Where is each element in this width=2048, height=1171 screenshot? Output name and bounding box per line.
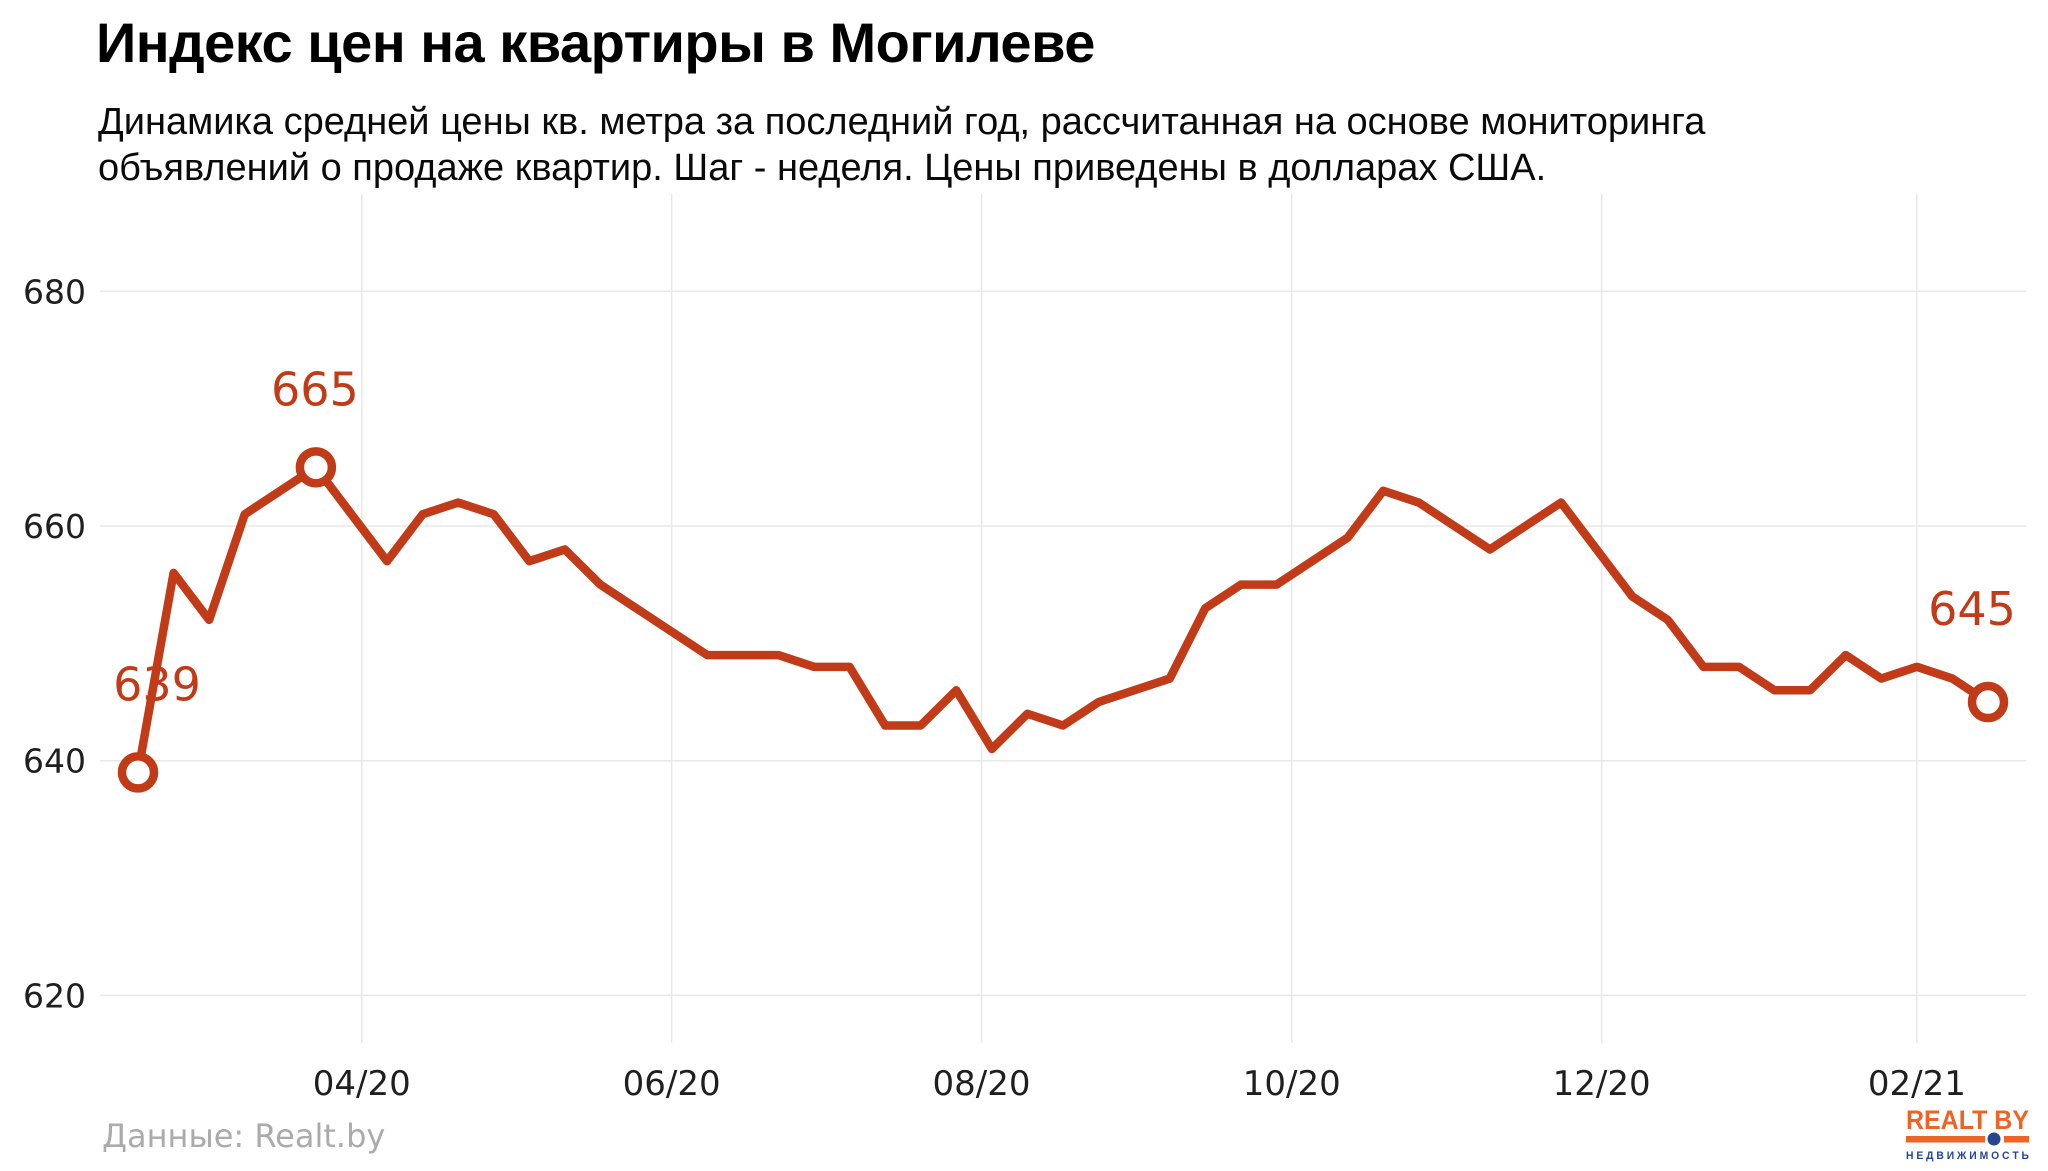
y-tick-label: 640 [23,742,86,781]
x-tick-label: 02/21 [1868,1064,1966,1104]
logo-wordmark: REALT BY [1906,1105,2029,1135]
x-tick-label: 06/20 [623,1064,721,1104]
subtitle-line-1: Динамика средней цены кв. метра за после… [98,100,1706,143]
subtitle-line-2: объявлений о продаже квартир. Шаг - неде… [98,147,1547,190]
price-line [133,463,1993,777]
logo-rule-right [2004,1136,2029,1143]
y-tick-label: 660 [23,507,86,546]
data-point-marker [1967,681,2009,723]
data-source-label: Данные: Realt.by [102,1117,386,1155]
x-tick-label: 12/20 [1553,1064,1651,1104]
realt-by-logo: REALT BY Н Е Д В И Ж И М О С Т Ь [1906,1105,2029,1162]
data-point-marker [117,752,159,793]
data-point-label: 665 [271,362,359,416]
logo-rule-left [1906,1136,1985,1143]
data-point-label: 645 [1928,582,2016,636]
logo-dot-icon [1987,1132,2001,1146]
x-tick-label: 10/20 [1243,1064,1341,1104]
data-point-marker [295,447,337,488]
logo-tagline: Н Е Д В И Ж И М О С Т Ь [1906,1150,2029,1162]
y-tick-label: 680 [23,272,86,311]
x-tick-label: 04/20 [313,1064,411,1104]
page-title: Индекс цен на квартиры в Могилеве [96,11,1095,74]
y-tick-label: 620 [23,976,86,1015]
x-tick-label: 08/20 [933,1064,1031,1104]
data-point-label: 639 [113,657,201,711]
chart-subtitle: Динамика средней цены кв. метра за после… [98,99,1896,192]
chart-header: Индекс цен на квартиры в Могилеве Динами… [96,11,1896,192]
